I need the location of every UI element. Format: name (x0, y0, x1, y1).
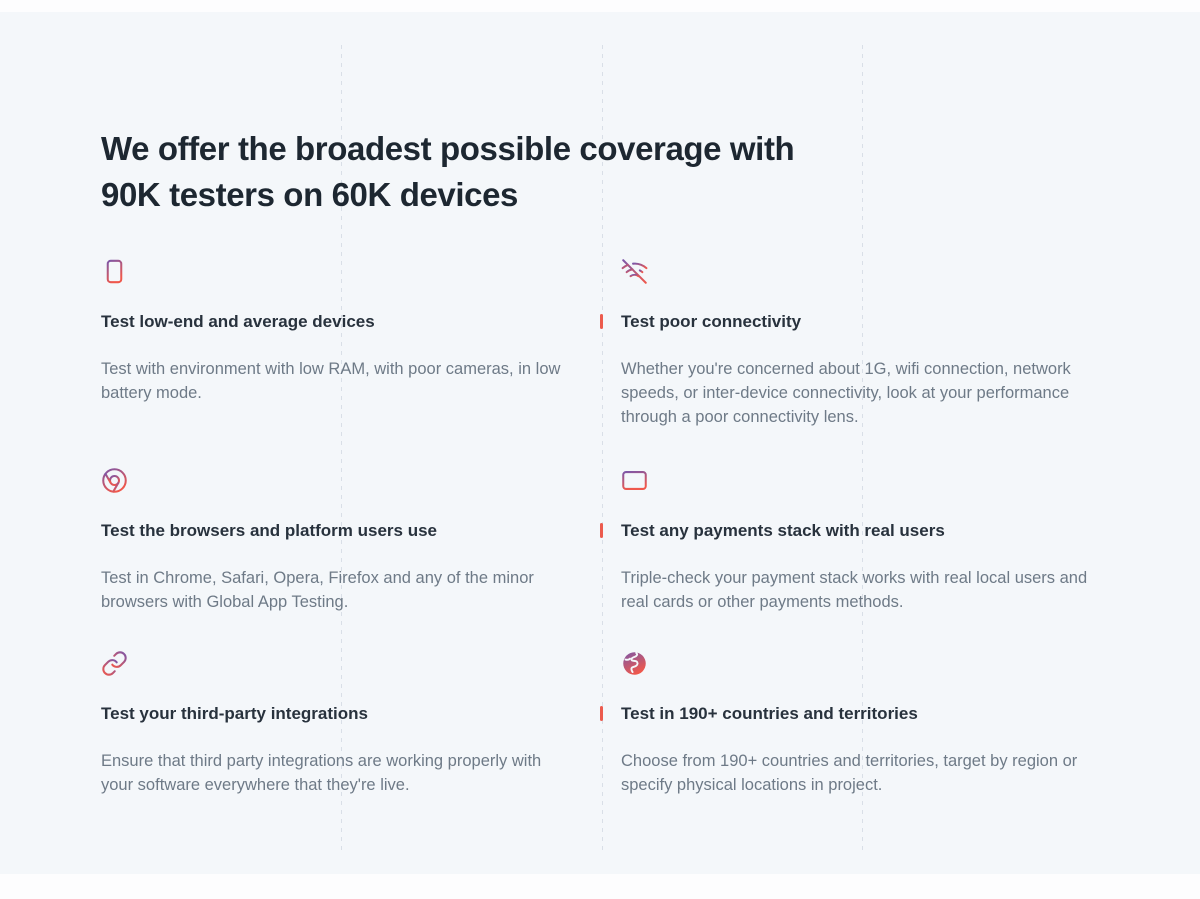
features-grid: Test low-end and average devices Test wi… (101, 258, 1096, 797)
red-tick-marker (600, 523, 603, 538)
feature-description: Test in Chrome, Safari, Opera, Firefox a… (101, 569, 534, 611)
bottom-margin-strip (0, 874, 1200, 899)
feature-card-poor-connectivity: Test poor connectivity Whether you're co… (600, 258, 1097, 467)
feature-card-integrations: Test your third-party integrations Ensur… (101, 650, 577, 797)
dashed-grid-line (341, 45, 342, 850)
feature-card-countries: Test in 190+ countries and territories C… (600, 650, 1097, 797)
feature-title: Test poor connectivity (621, 312, 802, 331)
feature-description: Triple-check your payment stack works wi… (621, 569, 1088, 611)
smartphone-icon (101, 258, 577, 285)
chrome-browser-icon (101, 467, 577, 494)
feature-description: Test with environment with low RAM, with… (101, 360, 561, 402)
feature-card-payments: Test any payments stack with real users … (600, 467, 1097, 650)
top-margin-strip (0, 0, 1200, 12)
feature-title: Test in 190+ countries and territories (621, 704, 918, 723)
feature-title: Test any payments stack with real users (621, 521, 945, 540)
dashed-grid-line (862, 45, 863, 850)
feature-title: Test low-end and average devices (101, 312, 375, 331)
feature-card-low-end-devices: Test low-end and average devices Test wi… (101, 258, 577, 467)
dashed-grid-line (602, 45, 603, 850)
globe-icon (621, 650, 1097, 677)
link-icon (101, 650, 577, 677)
credit-card-icon (621, 467, 1097, 494)
red-tick-marker (600, 314, 603, 329)
wifi-off-icon (621, 258, 1097, 285)
feature-description: Whether you're concerned about 1G, wifi … (621, 360, 1071, 426)
feature-title: Test the browsers and platform users use (101, 521, 437, 540)
feature-description: Choose from 190+ countries and territori… (621, 752, 1078, 794)
red-tick-marker (600, 706, 603, 721)
feature-title: Test your third-party integrations (101, 704, 368, 723)
feature-card-browsers: Test the browsers and platform users use… (101, 467, 577, 650)
section-heading-line2: 90K testers on 60K devices (101, 176, 518, 213)
section-heading: We offer the broadest possible coverage … (101, 126, 795, 218)
section-heading-line1: We offer the broadest possible coverage … (101, 130, 795, 167)
feature-description: Ensure that third party integrations are… (101, 752, 542, 794)
